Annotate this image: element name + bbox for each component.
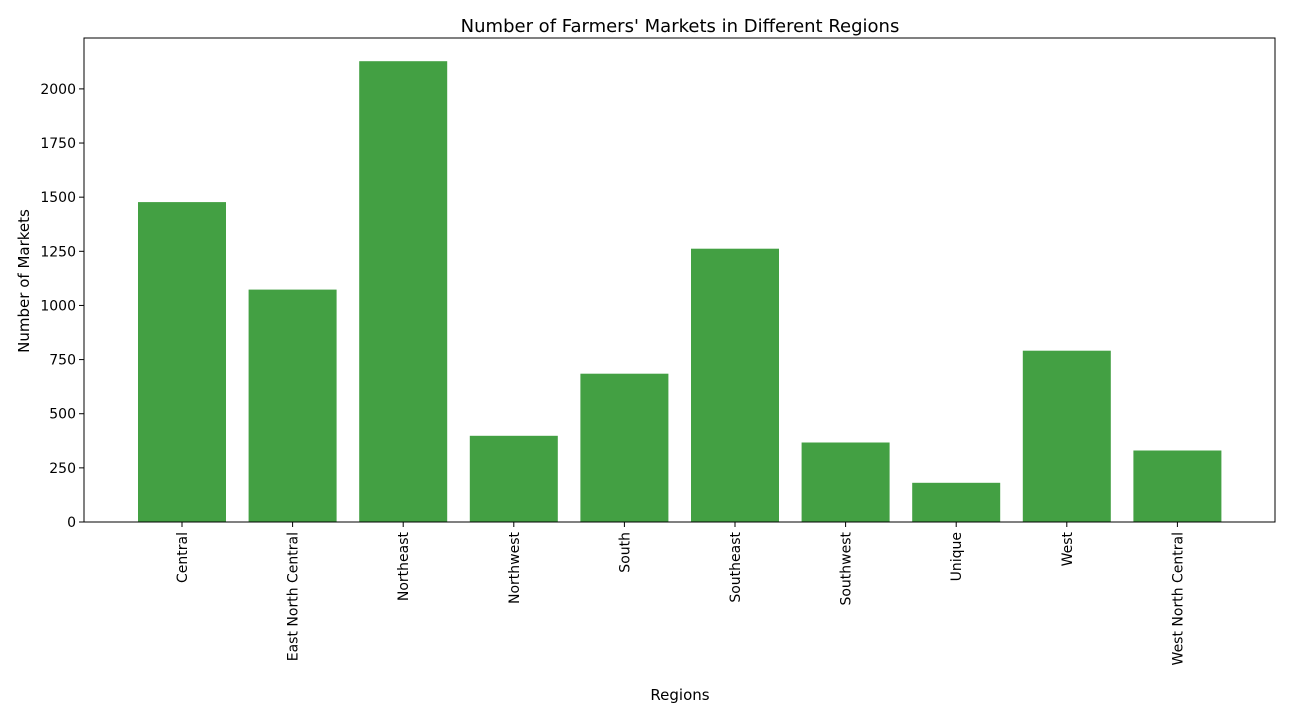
bar-west [1022, 350, 1111, 522]
bars-group [138, 61, 1222, 522]
y-tick-label: 2000 [40, 82, 76, 98]
x-tick-label: West [1060, 531, 1076, 566]
bar-south [580, 373, 669, 522]
plot-frame [83, 37, 1276, 523]
x-tick-label: West North Central [1170, 532, 1186, 665]
y-axis-ticks: 0 250 500 750 1000 1250 1500 1750 2000 [40, 82, 84, 531]
bar-east-north-central [248, 289, 337, 522]
bar-southwest [801, 442, 890, 522]
x-tick-label: East North Central [286, 532, 302, 661]
x-tick-label: Southeast [728, 531, 744, 602]
y-tick-label: 250 [49, 461, 76, 477]
y-tick-label: 750 [49, 353, 76, 369]
y-tick-label: 1000 [40, 298, 76, 314]
x-tick-label: Northeast [396, 531, 412, 601]
y-tick-label: 1500 [40, 190, 76, 206]
x-tick-label: Northwest [507, 532, 523, 605]
x-axis-label: Regions [650, 686, 709, 704]
bar-west-north-central [1133, 450, 1222, 522]
bar-southeast [691, 248, 779, 522]
x-tick-label: South [617, 532, 633, 573]
x-tick-label: Southwest [839, 532, 855, 606]
bar-unique [912, 482, 1001, 522]
x-tick-label: Central [175, 532, 191, 583]
x-axis-ticks: Central East North Central Northeast Northw… [175, 522, 1186, 665]
bar-northeast [359, 61, 448, 522]
y-tick-label: 1250 [40, 244, 76, 260]
chart-title: Number of Farmers' Markets in Different … [461, 16, 900, 37]
y-tick-label: 1750 [40, 136, 76, 152]
y-tick-label: 0 [67, 515, 76, 531]
bar-northwest [469, 435, 558, 522]
x-tick-label: Unique [949, 532, 965, 581]
y-axis-label: Number of Markets [15, 209, 33, 353]
bar-central [138, 202, 226, 522]
y-tick-label: 500 [49, 407, 76, 423]
